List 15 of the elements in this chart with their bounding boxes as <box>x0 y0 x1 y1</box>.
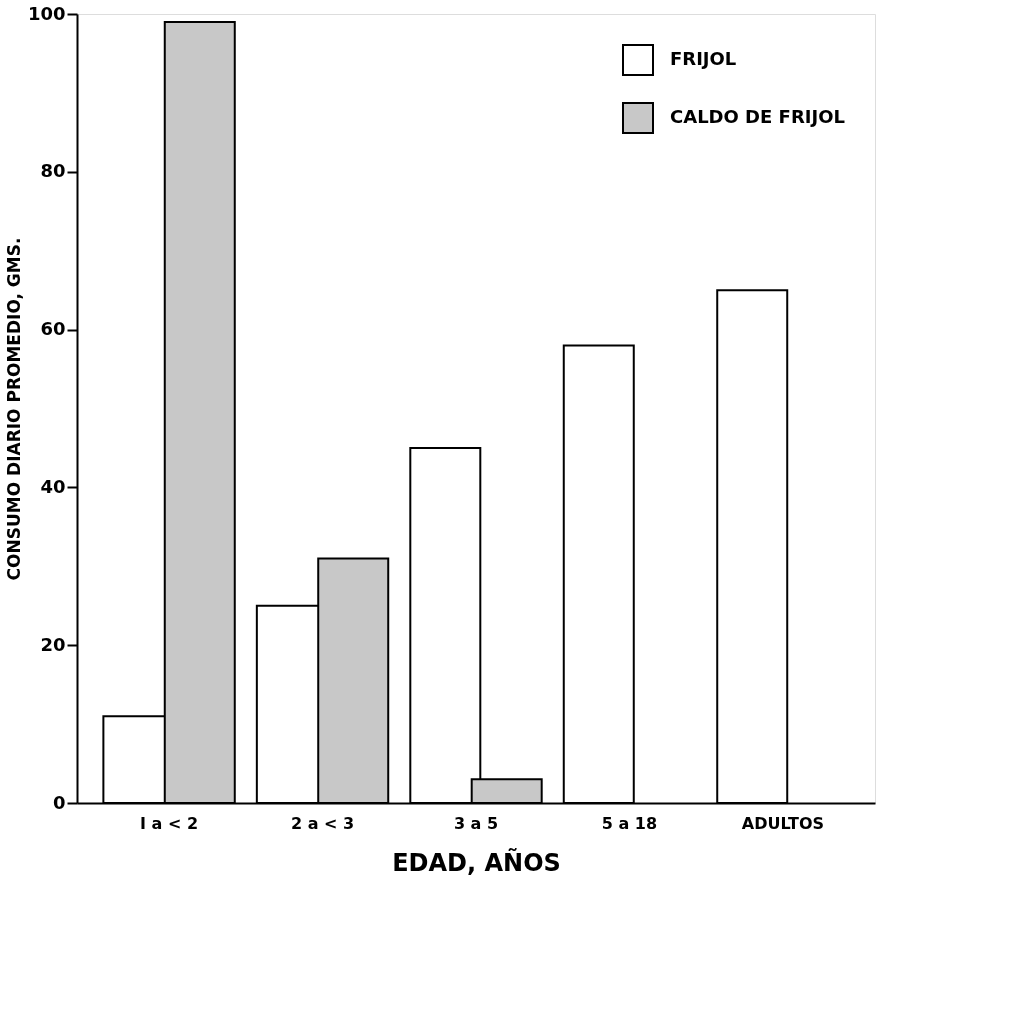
y-tick-label: 100 <box>27 2 66 24</box>
x-axis-title: EDAD, AÑOS <box>392 847 561 877</box>
x-tick-label: 5 a 18 <box>601 813 658 833</box>
y-tick-label: 80 <box>40 160 66 182</box>
y-tick-label: 20 <box>40 633 66 655</box>
x-tick-label: I a < 2 <box>140 813 199 833</box>
legend-label: FRIJOL <box>670 48 737 69</box>
legend-label: CALDO DE FRIJOL <box>670 106 845 127</box>
y-tick-label: 60 <box>40 318 66 340</box>
x-tick-label: 2 a < 3 <box>290 813 355 833</box>
x-tick-label: ADULTOS <box>741 813 825 833</box>
y-tick-label: 0 <box>52 791 66 813</box>
y-tick-label: 40 <box>40 475 66 497</box>
x-tick-label: 3 a 5 <box>453 813 499 833</box>
y-axis-title: CONSUMO DIARIO PROMEDIO, GMS. <box>3 237 24 581</box>
